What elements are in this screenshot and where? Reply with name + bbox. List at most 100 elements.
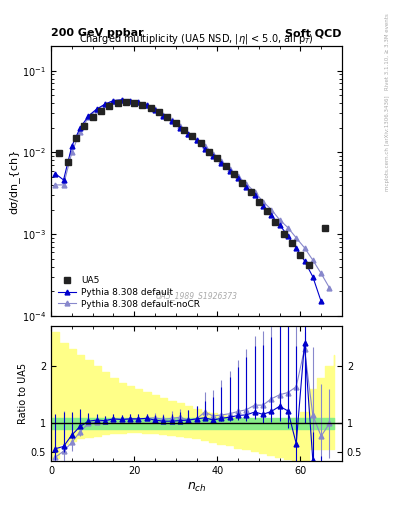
- Pythia 8.308 default: [111, 98, 116, 104]
- Pythia 8.308 default-noCR: [119, 97, 124, 103]
- Text: UA5_1989_S1926373: UA5_1989_S1926373: [156, 291, 237, 300]
- UA5: [65, 159, 70, 165]
- UA5: [107, 103, 112, 109]
- Pythia 8.308 default-noCR: [136, 99, 141, 105]
- UA5: [265, 208, 270, 215]
- Pythia 8.308 default-noCR: [86, 114, 91, 120]
- UA5: [123, 99, 128, 105]
- UA5: [57, 150, 62, 156]
- UA5: [82, 123, 87, 129]
- UA5: [140, 102, 145, 108]
- Title: Charged multiplicity (UA5 NSD, |$\eta$| < 5.0, all p$_T$): Charged multiplicity (UA5 NSD, |$\eta$| …: [79, 32, 314, 46]
- Pythia 8.308 default: [277, 222, 282, 228]
- Pythia 8.308 default-noCR: [111, 98, 116, 104]
- Text: Soft QCD: Soft QCD: [285, 28, 342, 38]
- Pythia 8.308 default: [261, 203, 265, 209]
- UA5: [165, 114, 170, 120]
- Pythia 8.308 default-noCR: [128, 98, 132, 104]
- Pythia 8.308 default: [236, 176, 241, 182]
- UA5: [190, 133, 195, 139]
- Pythia 8.308 default: [103, 101, 107, 107]
- Pythia 8.308 default: [152, 107, 157, 113]
- UA5: [248, 188, 253, 195]
- Pythia 8.308 default: [202, 146, 207, 152]
- Pythia 8.308 default: [194, 137, 199, 143]
- UA5: [323, 225, 328, 231]
- Pythia 8.308 default: [94, 106, 99, 112]
- Pythia 8.308 default-noCR: [78, 129, 83, 135]
- Pythia 8.308 default-noCR: [294, 235, 299, 241]
- UA5: [157, 109, 162, 115]
- Pythia 8.308 default: [169, 118, 174, 124]
- UA5: [215, 155, 220, 161]
- UA5: [290, 240, 294, 246]
- Pythia 8.308 default-noCR: [144, 102, 149, 108]
- Pythia 8.308 default-noCR: [219, 158, 224, 164]
- Pythia 8.308 default-noCR: [152, 106, 157, 112]
- UA5: [281, 231, 286, 237]
- Pythia 8.308 default: [269, 212, 274, 218]
- UA5: [198, 140, 203, 146]
- UA5: [257, 199, 261, 205]
- UA5: [132, 100, 136, 106]
- Pythia 8.308 default: [78, 125, 83, 131]
- Pythia 8.308 default: [252, 192, 257, 198]
- Pythia 8.308 default: [294, 245, 299, 251]
- UA5: [223, 163, 228, 169]
- Pythia 8.308 default-noCR: [327, 285, 332, 291]
- Pythia 8.308 default-noCR: [310, 257, 315, 263]
- Pythia 8.308 default: [211, 153, 215, 159]
- Pythia 8.308 default: [128, 98, 132, 104]
- Pythia 8.308 default-noCR: [319, 270, 323, 276]
- UA5: [182, 126, 186, 133]
- Pythia 8.308 default: [302, 258, 307, 264]
- Pythia 8.308 default: [161, 113, 165, 119]
- Pythia 8.308 default-noCR: [211, 151, 215, 157]
- UA5: [298, 252, 303, 259]
- Text: mcplots.cern.ch [arXiv:1306.3436]: mcplots.cern.ch [arXiv:1306.3436]: [385, 96, 390, 191]
- Pythia 8.308 default-noCR: [194, 137, 199, 143]
- Legend: UA5, Pythia 8.308 default, Pythia 8.308 default-noCR: UA5, Pythia 8.308 default, Pythia 8.308 …: [55, 273, 202, 311]
- Pythia 8.308 default: [228, 167, 232, 174]
- Pythia 8.308 default-noCR: [94, 107, 99, 113]
- Pythia 8.308 default-noCR: [53, 182, 58, 188]
- Pythia 8.308 default-noCR: [252, 188, 257, 195]
- Pythia 8.308 default-noCR: [269, 206, 274, 212]
- Y-axis label: dσ/dn_{ch}: dσ/dn_{ch}: [8, 148, 19, 214]
- Pythia 8.308 default-noCR: [261, 199, 265, 205]
- Pythia 8.308 default: [86, 113, 91, 119]
- Pythia 8.308 default-noCR: [186, 131, 191, 137]
- Line: UA5: UA5: [56, 99, 329, 268]
- X-axis label: $n_{ch}$: $n_{ch}$: [187, 481, 206, 494]
- Pythia 8.308 default-noCR: [302, 245, 307, 251]
- Pythia 8.308 default: [136, 99, 141, 105]
- UA5: [90, 114, 95, 120]
- UA5: [240, 180, 244, 186]
- UA5: [99, 108, 103, 114]
- UA5: [231, 171, 236, 177]
- Pythia 8.308 default: [186, 131, 191, 137]
- Text: 200 GeV ppbar: 200 GeV ppbar: [51, 28, 144, 38]
- Pythia 8.308 default-noCR: [103, 101, 107, 107]
- UA5: [173, 120, 178, 126]
- Pythia 8.308 default-noCR: [161, 112, 165, 118]
- UA5: [115, 100, 120, 106]
- UA5: [207, 150, 211, 156]
- Pythia 8.308 default: [319, 298, 323, 305]
- Pythia 8.308 default-noCR: [178, 123, 182, 129]
- UA5: [273, 219, 278, 225]
- Pythia 8.308 default: [61, 177, 66, 183]
- Pythia 8.308 default: [53, 170, 58, 177]
- Pythia 8.308 default: [144, 102, 149, 108]
- UA5: [306, 262, 311, 268]
- Pythia 8.308 default-noCR: [70, 150, 74, 156]
- Pythia 8.308 default: [219, 160, 224, 166]
- Pythia 8.308 default-noCR: [244, 181, 249, 187]
- Pythia 8.308 default: [310, 274, 315, 280]
- Text: Rivet 3.1.10, ≥ 3.3M events: Rivet 3.1.10, ≥ 3.3M events: [385, 13, 390, 90]
- Pythia 8.308 default-noCR: [169, 117, 174, 123]
- Pythia 8.308 default-noCR: [202, 143, 207, 149]
- Pythia 8.308 default-noCR: [277, 217, 282, 223]
- Pythia 8.308 default: [119, 97, 124, 103]
- Pythia 8.308 default-noCR: [286, 225, 290, 231]
